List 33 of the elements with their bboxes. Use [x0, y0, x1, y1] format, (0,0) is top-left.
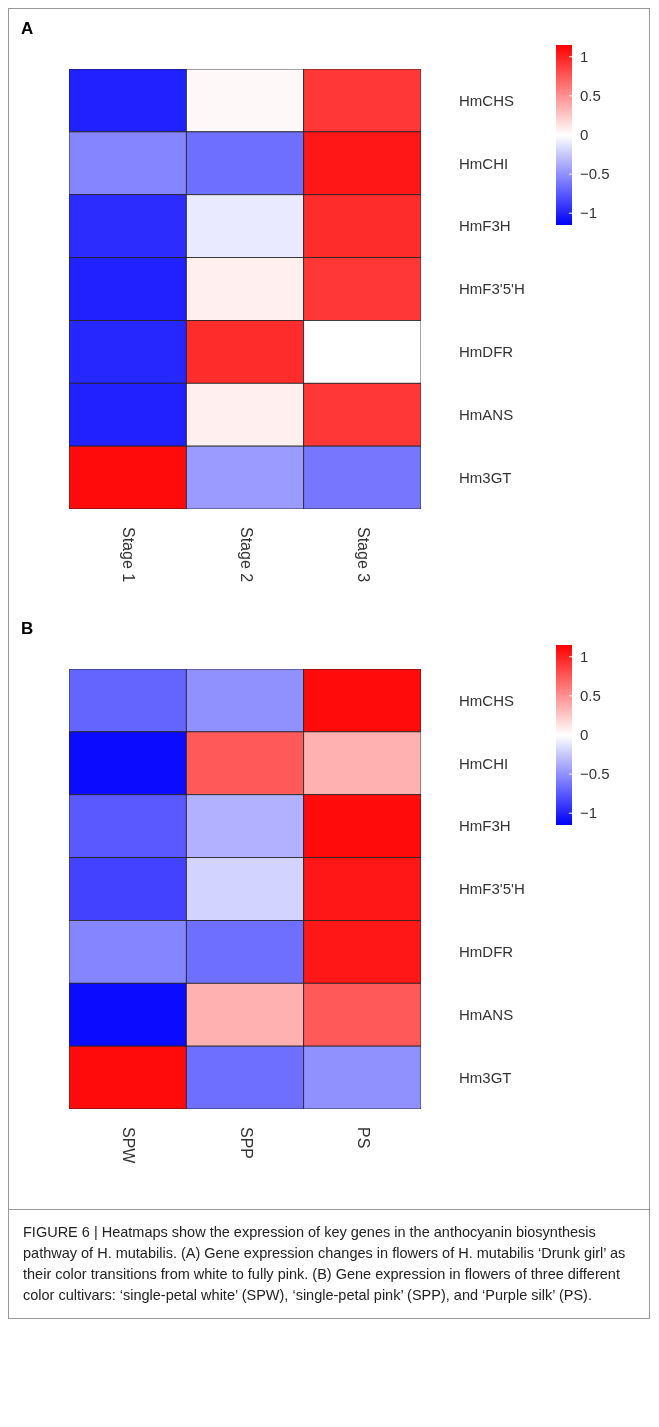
- y-tick-label: Hm3GT: [459, 468, 512, 486]
- x-tick-label: PS: [355, 1127, 373, 1149]
- y-tick-label: HmCHI: [459, 754, 509, 772]
- y-tick-label: HmF3'5'H: [459, 880, 525, 898]
- color-bar-label: 0.5: [580, 86, 601, 104]
- x-tick-label: Stage 2: [237, 527, 255, 583]
- y-tick-label: HmANS: [459, 1006, 514, 1024]
- color-bar-label: 0: [580, 126, 589, 143]
- y-tick-label: HmDFR: [459, 943, 514, 961]
- y-tick-label: Hm3GT: [459, 1068, 512, 1086]
- color-bar-label: 1: [580, 47, 589, 65]
- y-tick-label: HmF3H: [459, 817, 511, 835]
- x-tick-label: SPP: [237, 1127, 255, 1160]
- chart-title: B: [21, 619, 34, 639]
- y-tick-label: HmF3H: [459, 217, 511, 235]
- color-bar-label: 0.5: [580, 686, 601, 704]
- y-tick-label: HmCHI: [459, 154, 509, 172]
- color-bar-label: −0.5: [580, 165, 610, 183]
- caption: FIGURE 6 | Heatmaps show the expression of key genes in the anthocyanin biosynthesis pathway of H. mutabilis. (A) Gene expression changes in flowers of H. mutabilis ‘Drunk girl’ as their color transitions from white to fully pink. (B) Gene expression in flowers of three different color cultivars: ‘single-petal white’ (SPW), ‘single-petal pink’ (SPP), and ‘Purple silk’ (PS).: [9, 1209, 649, 1319]
- color-bar-label: −1: [580, 804, 598, 822]
- color-bar-label: 1: [580, 647, 589, 665]
- y-tick-label: HmDFR: [459, 343, 514, 361]
- color-bar-label: −1: [580, 204, 598, 222]
- x-tick-label: Stage 1: [120, 527, 138, 583]
- color-bar-label: 0: [580, 726, 589, 743]
- color-bar-label: −0.5: [580, 765, 610, 783]
- x-tick-label: Stage 3: [355, 527, 373, 583]
- y-tick-label: HmCHS: [459, 691, 514, 709]
- y-tick-label: HmF3'5'H: [459, 280, 525, 298]
- chart-title: A: [21, 19, 34, 39]
- x-tick-label: SPW: [120, 1127, 138, 1165]
- y-tick-label: HmANS: [459, 406, 514, 424]
- y-tick-label: HmCHS: [459, 91, 514, 109]
